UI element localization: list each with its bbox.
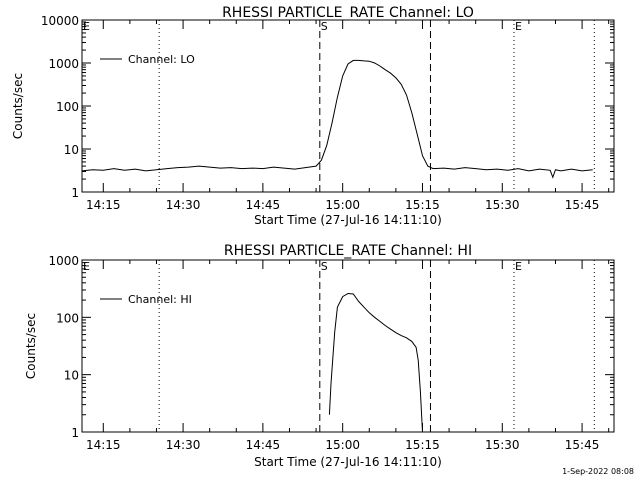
panel-1-x-tick-label: 15:45 (565, 198, 600, 212)
panel-2-x-tick-label: 15:00 (325, 438, 360, 452)
panel-2-marker-label: S (321, 260, 328, 273)
panel-1-x-tick-label: 15:30 (485, 198, 520, 212)
panel-2-x-tick-label: 14:15 (86, 438, 121, 452)
panel-2-title: RHESSI PARTICLE_RATE Channel: HI (224, 243, 472, 259)
panel-1-y-tick-label: 10000 (41, 14, 79, 28)
panel-1-x-tick-label: 15:00 (325, 198, 360, 212)
panel-2: RHESSI PARTICLE_RATE Channel: HI Counts/s… (24, 243, 615, 469)
panel-2-series-line (328, 292, 423, 433)
panel-2-marker-label: E (83, 260, 90, 273)
panel-2-x-axis-label: Start Time (27-Jul-16 14:11:10) (254, 455, 442, 469)
panel-2-x-tick-label: 14:45 (246, 438, 281, 452)
panel-2-y-tick-label: 100 (56, 311, 79, 325)
panel-1-x-tick-label: 14:45 (246, 198, 281, 212)
panel-1-y-axis-label: Counts/sec (11, 73, 25, 139)
panel-1-title: RHESSI PARTICLE_RATE Channel: LO (222, 5, 474, 21)
panel-1-x-axis-label: Start Time (27-Jul-16 14:11:10) (254, 213, 442, 227)
panel-1-y-tick-label: 1000 (48, 57, 79, 71)
footer-timestamp: 1-Sep-2022 08:08 (562, 467, 634, 476)
panel-2-x-tick-label: 15:15 (405, 438, 440, 452)
panel-2-y-axis-label: Counts/sec (24, 313, 38, 379)
panel-2-y-tick-label: 1000 (48, 254, 79, 268)
panel-1-y-tick-label: 100 (56, 100, 79, 114)
panel-1-y-tick-label: 1 (71, 186, 79, 200)
panel-1-plot-frame (81, 19, 615, 193)
panel-1-marker-label: E (515, 20, 522, 33)
panel-2-y-tick-label: 10 (64, 369, 79, 383)
panel-1: RHESSI PARTICLE_RATE Channel: LO Counts/s… (11, 5, 615, 227)
panel-2-legend-label: Channel: HI (128, 293, 192, 306)
panel-1-marker-label: E (83, 20, 90, 33)
panel-1-x-tick-label: 14:15 (86, 198, 121, 212)
panel-1-marker-label: S (321, 20, 328, 33)
panel-2-y-tick-label: 1 (71, 426, 79, 440)
panel-2-marker-label: E (515, 260, 522, 273)
panel-1-legend-label: Channel: LO (128, 53, 195, 66)
panel-2-x-tick-label: 14:30 (166, 438, 201, 452)
panel-1-series-line (81, 59, 593, 179)
panel-2-plot-frame (81, 259, 615, 433)
panel-1-y-tick-label: 10 (64, 143, 79, 157)
panel-2-x-tick-label: 15:45 (565, 438, 600, 452)
panel-1-x-tick-label: 14:30 (166, 198, 201, 212)
panel-2-x-tick-label: 15:30 (485, 438, 520, 452)
panel-1-x-tick-label: 15:15 (405, 198, 440, 212)
